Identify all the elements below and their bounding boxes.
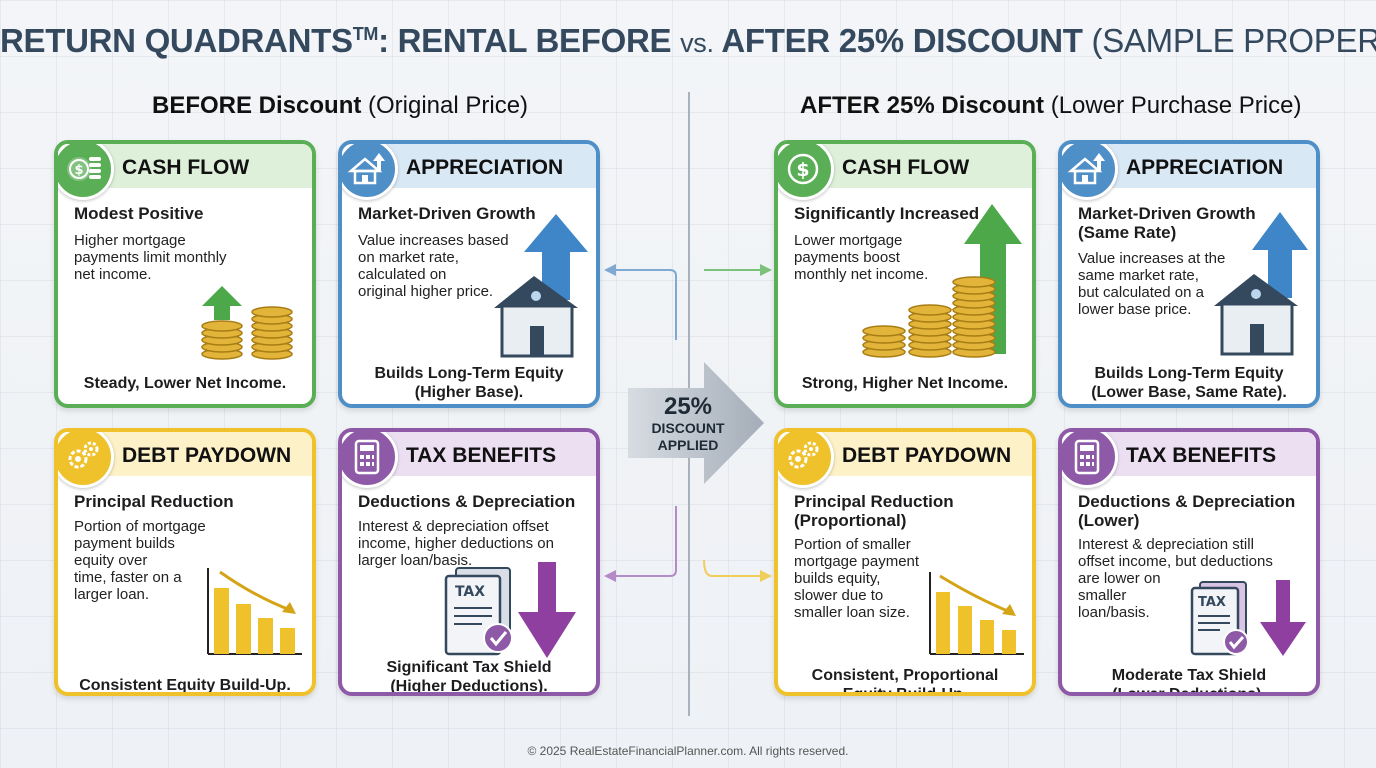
dollar-coin-icon: $	[778, 144, 834, 200]
tax-document-down-arrow-icon: TAX	[1190, 580, 1306, 656]
after-cash-flow-card: $ CASH FLOW Significantly Increased Lowe…	[774, 140, 1036, 408]
card-description: Interest & depreciation still offset inc…	[1078, 536, 1273, 621]
card-footer: Builds Long-Term Equity (Lower Base, Sam…	[1091, 365, 1287, 401]
coins-icon: $	[58, 144, 114, 200]
declining-bars-icon	[207, 568, 302, 655]
after-debt-paydown-card: DEBT PAYDOWN Principal Reduction (Propor…	[774, 428, 1036, 696]
discount-arrow-icon	[628, 362, 764, 484]
card-subtitle: Principal Reduction (Proportional)	[794, 492, 954, 530]
card-footer: Consistent Equity Build-Up.	[79, 677, 291, 694]
tax-document-down-arrow-icon: TAX	[444, 562, 576, 658]
card-description: Portion of mortgage payment builds equit…	[74, 518, 206, 603]
before-cash-flow-card: $ CASH FLOW Modest Positive Higher mortg…	[54, 140, 316, 408]
after-heading: AFTER 25% Discount (Lower Purchase Price…	[800, 92, 1302, 119]
declining-bars-icon	[929, 572, 1024, 655]
card-title: TAX BENEFITS	[1126, 444, 1277, 467]
card-footer: Builds Long-Term Equity (Higher Base).	[374, 365, 564, 401]
page-title: RETURN QUADRANTSTM: RENTAL BEFORE vs. AF…	[0, 22, 1376, 59]
card-subtitle: Principal Reduction	[74, 492, 234, 511]
svg-text:$: $	[74, 163, 83, 178]
card-footer: Moderate Tax Shield (Lower Deductions).	[1111, 667, 1267, 696]
copyright-notice: © 2025 RealEstateFinancialPlanner.com. A…	[527, 744, 849, 758]
card-title: DEBT PAYDOWN	[122, 444, 292, 467]
card-description: Value increases at the same market rate,…	[1078, 250, 1226, 318]
card-title: TAX BENEFITS	[406, 444, 557, 467]
gears-icon	[778, 432, 834, 488]
calculator-icon	[1062, 432, 1118, 488]
house-icon	[342, 144, 398, 200]
coins-up-arrow-icon	[201, 286, 293, 360]
discount-label: 25% DISCOUNT APPLIED	[651, 393, 725, 454]
svg-text:TAX: TAX	[1198, 595, 1226, 610]
before-heading: BEFORE Discount (Original Price)	[152, 92, 529, 119]
svg-text:$: $	[796, 159, 809, 181]
card-subtitle: Market-Driven Growth	[358, 204, 536, 223]
card-title: APPRECIATION	[1126, 156, 1284, 179]
connector-arrows	[604, 264, 772, 582]
house-icon	[1062, 144, 1118, 200]
house-growth-arrow-icon	[1214, 212, 1308, 356]
coin-stacks-up-arrow-icon	[862, 204, 1022, 358]
after-tax-benefits-card: TAX BENEFITS Deductions & Depreciation (…	[1058, 428, 1320, 696]
card-title: APPRECIATION	[406, 156, 564, 179]
card-description: Value increases based on market rate, ca…	[358, 232, 509, 300]
before-tax-benefits-card: TAX BENEFITS Deductions & Depreciation I…	[338, 428, 600, 696]
gears-icon	[58, 432, 114, 488]
card-subtitle: Market-Driven Growth (Same Rate)	[1078, 204, 1256, 242]
before-debt-paydown-card: DEBT PAYDOWN Principal Reduction Portion…	[54, 428, 316, 696]
card-title: DEBT PAYDOWN	[842, 444, 1012, 467]
card-title: CASH FLOW	[842, 156, 970, 179]
calculator-icon	[342, 432, 398, 488]
card-subtitle: Significantly Increased	[794, 204, 980, 223]
card-footer: Strong, Higher Net Income.	[801, 375, 1009, 392]
card-footer: Significant Tax Shield (Higher Deduction…	[386, 659, 552, 695]
card-description: Interest & depreciation offset income, h…	[358, 518, 554, 569]
house-growth-arrow-icon	[494, 214, 588, 358]
card-subtitle: Deductions & Depreciation (Lower)	[1078, 492, 1296, 530]
card-footer: Steady, Lower Net Income.	[83, 375, 287, 392]
after-appreciation-card: APPRECIATION Market-Driven Growth (Same …	[1058, 140, 1320, 408]
card-description: Higher mortgage payments limit monthly n…	[74, 232, 227, 283]
card-title: CASH FLOW	[122, 156, 250, 179]
before-appreciation-card: APPRECIATION Market-Driven Growth Value …	[338, 140, 600, 408]
card-subtitle: Modest Positive	[74, 204, 204, 223]
card-description: Portion of smaller mortgage payment buil…	[794, 536, 920, 621]
card-description: Lower mortgage payments boost monthly ne…	[794, 232, 929, 283]
svg-text:TAX: TAX	[455, 584, 485, 600]
card-footer: Consistent, Proportional Equity Build-Up…	[811, 667, 999, 696]
card-subtitle: Deductions & Depreciation	[358, 492, 576, 511]
